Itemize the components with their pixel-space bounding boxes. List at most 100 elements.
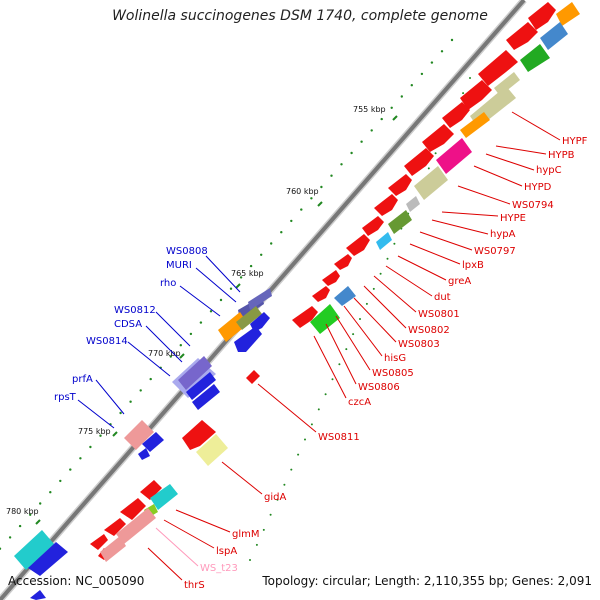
gene-label-CDSA: CDSA [114,319,142,330]
scale-tick [129,400,132,403]
gene-label-WS0803: WS0803 [398,339,440,350]
gene-arrow [346,234,370,256]
leader-line [373,275,417,313]
gene-block [436,138,472,174]
gene-label-hypC: hypC [536,165,562,176]
gene-arrow [362,216,384,236]
scale-tick [390,106,393,110]
leader-line [385,265,433,297]
scale-tick [119,411,122,415]
scale-tick [169,355,172,358]
scale-tick [350,151,353,155]
accession-text: Accession: NC_005090 [8,574,145,588]
scale-tick [89,445,92,449]
leader-line [495,145,547,155]
gene-arrow [312,286,330,302]
scale-tick [262,528,265,531]
scale-tick [352,333,355,336]
scale-tick [410,84,413,87]
scale-tick [430,61,434,64]
scale-tick [189,332,193,336]
scale-tick [99,434,102,437]
gene-arrow [422,124,454,152]
scale-tick [29,513,32,516]
leader-line [195,267,237,303]
gene-block [334,286,356,306]
scale-tick [229,287,233,290]
gene-label-lpxB: lpxB [462,260,484,271]
gene-block [196,434,228,466]
leader-line [175,509,231,533]
gene-label-WS0794: WS0794 [512,200,554,211]
gene-label-WS0802: WS0802 [408,325,450,336]
gene-arrow [234,326,262,352]
scale-tick [290,468,293,471]
forward-labels[interactable]: HYPF HYPB hypC HYPD WS0794 HYPE hypA WS0… [147,111,588,591]
map-title: Wolinella succinogenes DSM 1740, complet… [112,8,488,24]
gene-label-hisG: hisG [384,353,406,364]
scale-tick [359,318,361,320]
gene-arrow [182,420,216,450]
gene-arrow [478,50,518,86]
scale-tick [345,348,348,351]
scale-tick [372,287,375,290]
scale-tick [370,129,373,132]
gene-arrow [140,480,162,500]
gene-block [178,356,212,390]
scale-tick [59,479,62,483]
leader-line [95,379,125,415]
gene-arrow [388,174,412,196]
leader-line [179,285,221,317]
leader-line [409,243,461,265]
gene-arrow [142,432,164,452]
gene-label-hypA: hypA [490,229,516,240]
gene-block [150,484,178,510]
leader-line [325,323,357,385]
scale-tick [324,393,327,396]
tick-label-775: 775 kbp [78,427,111,436]
leader-line [353,297,397,343]
gene-block [414,166,448,200]
forward-strand-genes[interactable] [90,2,580,562]
reverse-strand-genes[interactable] [14,288,272,600]
leader-line [155,527,199,567]
gene-arrow [404,148,434,176]
scale-tick [249,559,251,561]
scale-tick [434,152,437,155]
gene-label-glmM: glmM [232,529,260,540]
gene-block [248,288,272,310]
leader-line [431,219,489,235]
gene-arrow [120,498,146,520]
scale-tick [239,276,243,279]
scale-tick [360,140,363,143]
tick-mark-770 [179,353,185,359]
scale-tick [400,95,403,98]
gene-label-WS0811: WS0811 [318,432,360,443]
scale-tick [269,513,272,516]
tick-mark-760 [317,201,323,207]
scale-tick [380,117,383,121]
scale-tick [276,498,279,501]
scale-tick [420,72,424,76]
genome-summary-text: Topology: circular; Length: 2,110,355 bp… [262,574,592,588]
gene-label-HYPE: HYPE [500,213,526,224]
scale-tick [379,272,382,275]
scale-tick [300,208,303,211]
gene-arrow [186,372,216,400]
gene-block [460,112,490,138]
reverse-labels[interactable]: WS0808 MURI rho WS0812 CDSA WS0814 prfA … [54,246,241,429]
gene-block [100,536,126,562]
leader-line [147,547,183,581]
leader-line [77,399,115,429]
gene-arrow [104,518,126,536]
gene-label-rho: rho [160,278,176,289]
gene-block [376,232,392,250]
leader-line [205,255,241,293]
gene-block [310,304,340,334]
scale-tick [297,453,300,456]
gene-label-WS0808: WS0808 [166,246,208,257]
scale-tick [304,438,306,441]
scale-tick [393,242,396,245]
gene-label-WS_t23: WS_t23 [200,563,238,574]
